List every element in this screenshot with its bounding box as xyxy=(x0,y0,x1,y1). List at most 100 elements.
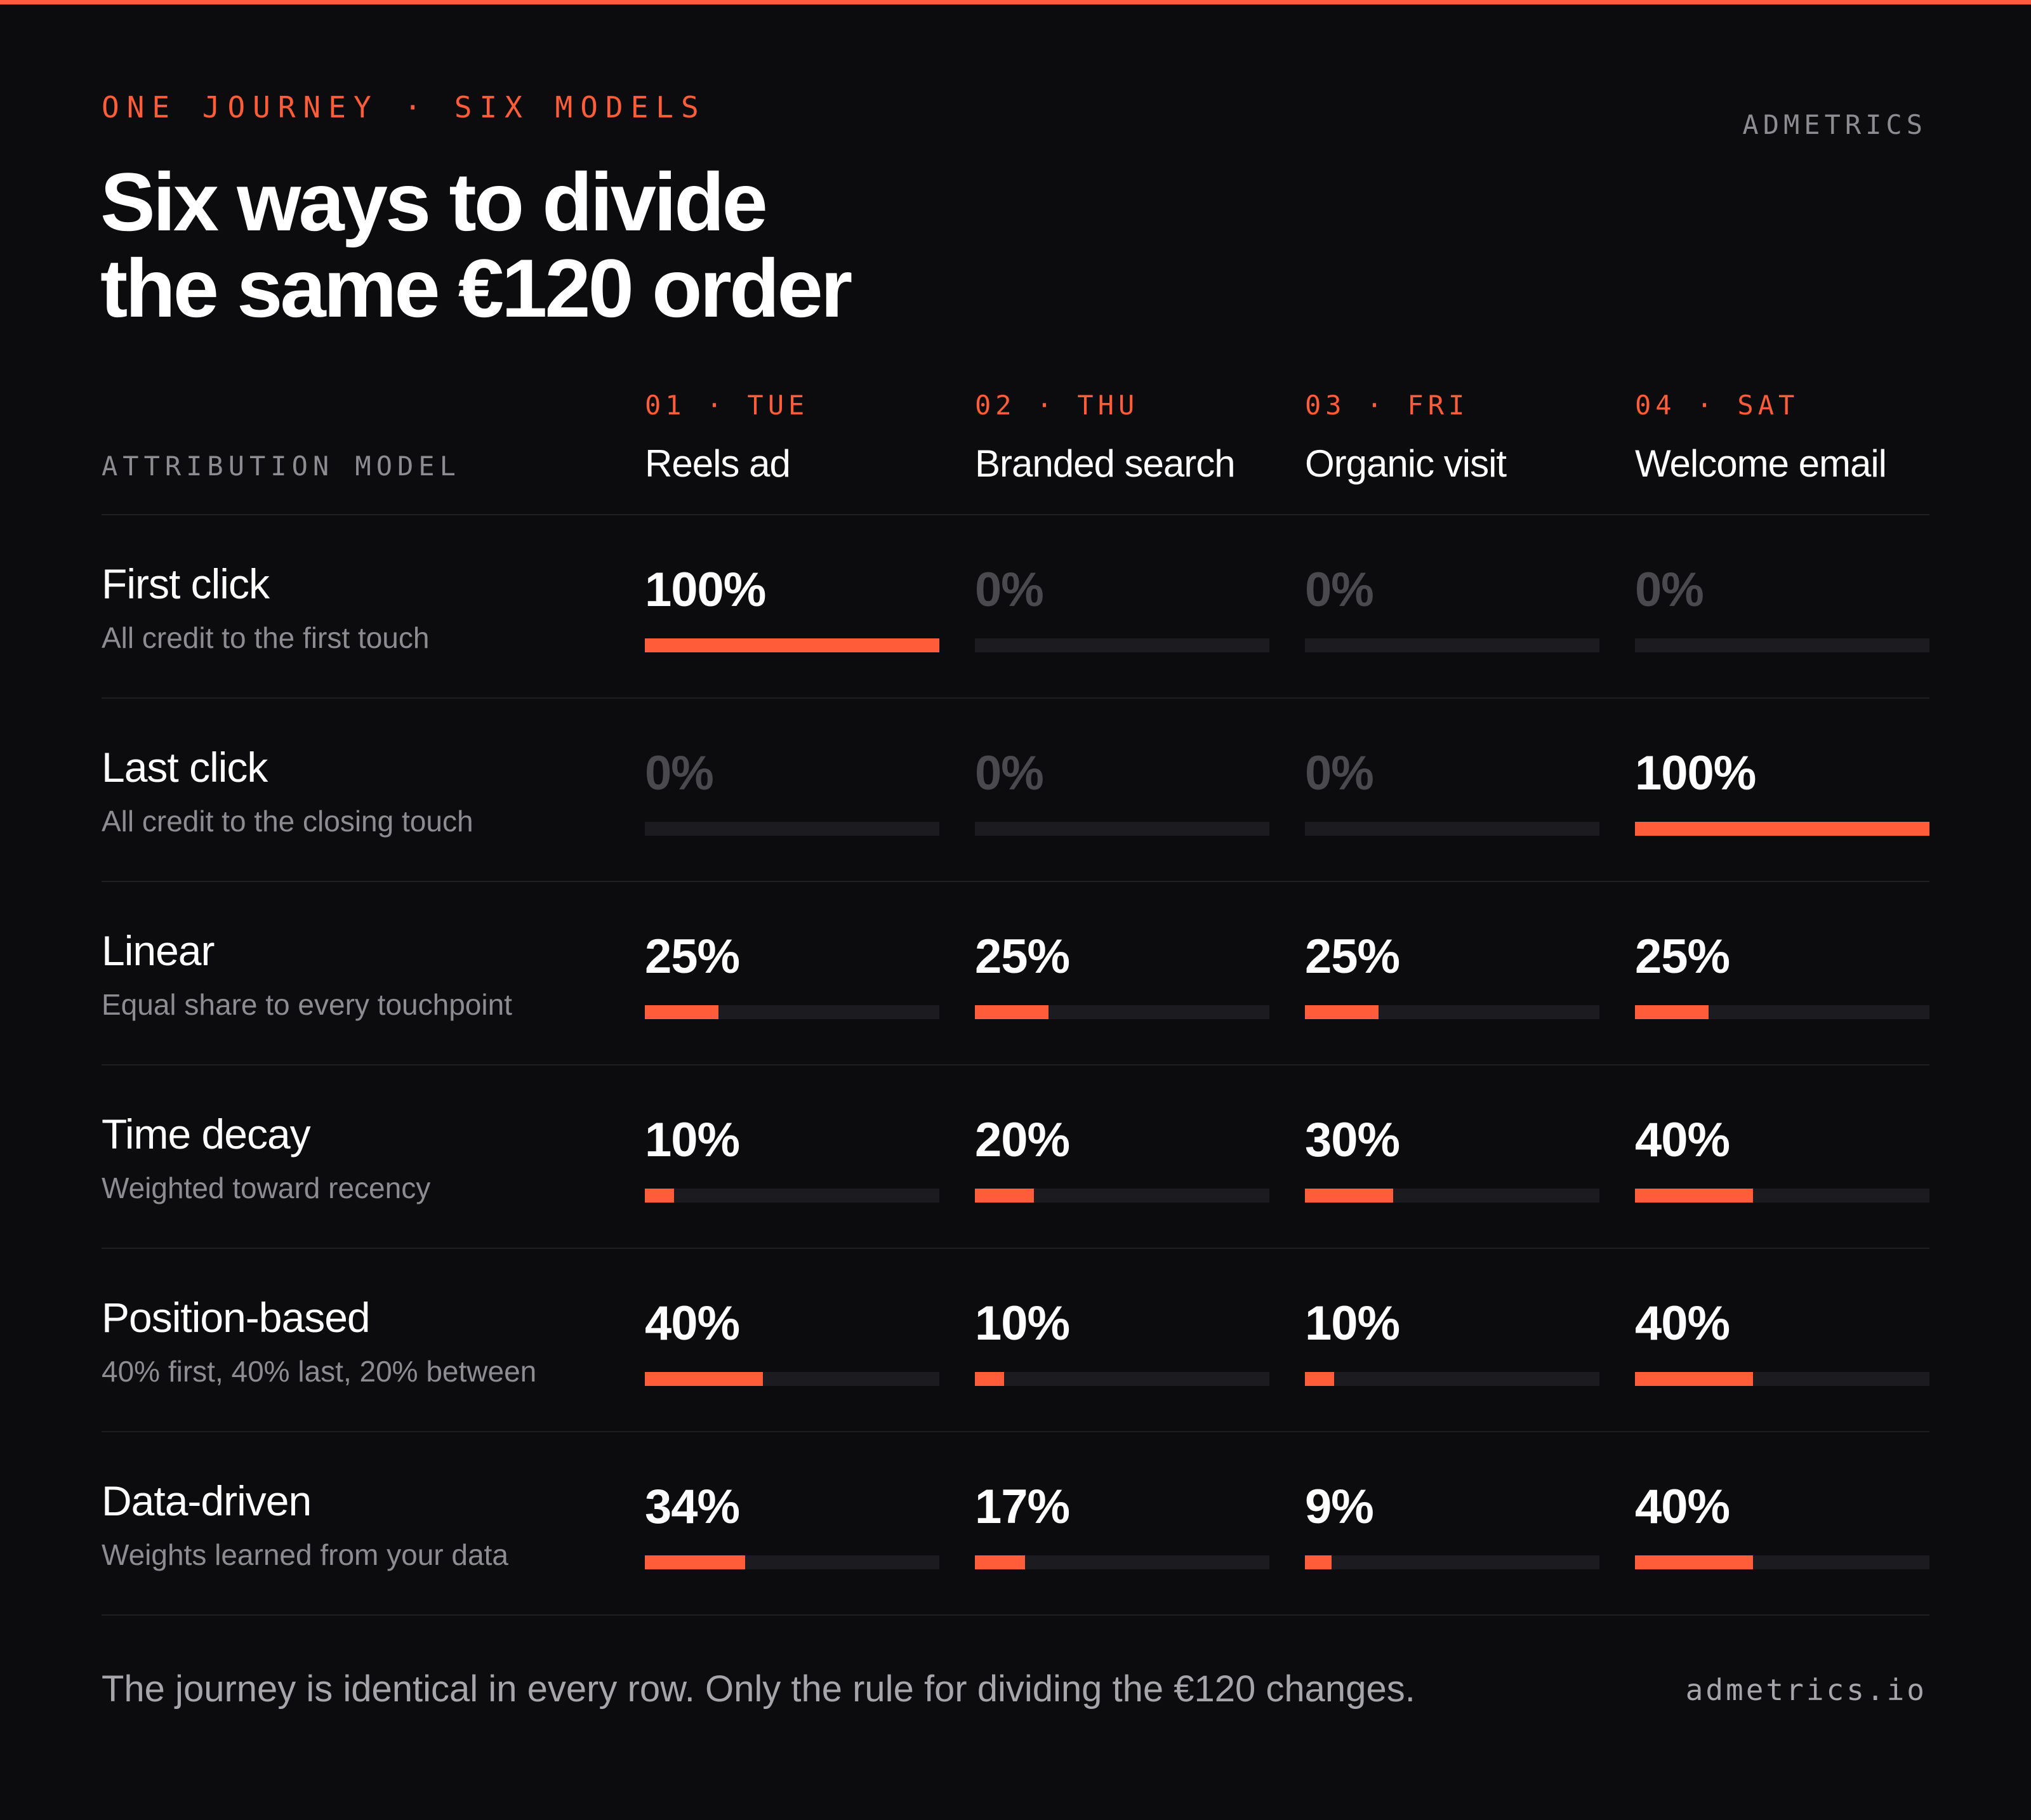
credit-percent: 40% xyxy=(645,1296,740,1350)
credit-bar-track xyxy=(1635,638,1929,652)
credit-bar-track xyxy=(975,1189,1269,1203)
credit-bar-track xyxy=(975,1005,1269,1019)
touchpoint-header: 01 · TUE Reels ad xyxy=(645,390,975,485)
model-name: Data-driven xyxy=(102,1477,312,1524)
credit-bar-track xyxy=(1305,638,1599,652)
row-divider xyxy=(102,1064,1929,1065)
credit-percent: 40% xyxy=(1635,1480,1730,1534)
credit-bar-track xyxy=(975,638,1269,652)
credit-bar-fill xyxy=(1635,1005,1709,1019)
credit-bar-track xyxy=(1635,1005,1929,1019)
eyebrow-label: ONE JOURNEY · SIX MODELS xyxy=(102,90,706,124)
credit-bar-fill xyxy=(1635,1189,1753,1203)
credit-percent: 0% xyxy=(975,746,1044,800)
credit-bar-fill xyxy=(975,1189,1034,1203)
header-divider xyxy=(102,514,1929,515)
credit-bar-track xyxy=(1305,1005,1599,1019)
credit-percent: 0% xyxy=(645,746,714,800)
model-description: 40% first, 40% last, 20% between xyxy=(102,1355,537,1388)
model-name: First click xyxy=(102,560,270,607)
credit-bar-track xyxy=(1635,822,1929,836)
credit-bar-fill xyxy=(1305,1555,1332,1569)
model-name: Linear xyxy=(102,927,215,974)
touchpoint-header: 02 · THU Branded search xyxy=(975,390,1305,485)
credit-bar-track xyxy=(975,1372,1269,1386)
credit-bar-fill xyxy=(1635,1372,1753,1386)
top-accent-line xyxy=(0,0,2031,4)
credit-percent: 10% xyxy=(645,1113,740,1167)
row-divider xyxy=(102,1248,1929,1249)
credit-bar-track xyxy=(645,1005,939,1019)
model-description: All credit to the closing touch xyxy=(102,805,473,838)
credit-bar-track xyxy=(975,822,1269,836)
attribution-model-header: ATTRIBUTION MODEL xyxy=(102,451,461,482)
credit-percent: 0% xyxy=(975,563,1044,617)
credit-percent: 25% xyxy=(975,930,1070,984)
credit-bar-track xyxy=(1305,1372,1599,1386)
credit-bar-fill xyxy=(1635,822,1929,836)
brand-wordmark: ADMETRICS xyxy=(1742,109,1927,140)
model-description: Equal share to every touchpoint xyxy=(102,988,512,1021)
credit-bar-track xyxy=(1305,822,1599,836)
touchpoint-name: Organic visit xyxy=(1305,442,1507,485)
touchpoint-step-day: 04 · SAT xyxy=(1635,390,1799,421)
credit-bar-track xyxy=(645,638,939,652)
credit-percent: 10% xyxy=(975,1296,1070,1350)
touchpoint-name: Branded search xyxy=(975,442,1236,485)
credit-percent: 0% xyxy=(1305,563,1374,617)
credit-percent: 0% xyxy=(1305,746,1374,800)
credit-bar-fill xyxy=(1305,1372,1334,1386)
credit-bar-fill xyxy=(975,1005,1049,1019)
touchpoint-header: 04 · SAT Welcome email xyxy=(1635,390,1965,485)
credit-bar-fill xyxy=(645,638,939,652)
credit-percent: 10% xyxy=(1305,1296,1400,1350)
credit-percent: 0% xyxy=(1635,563,1704,617)
credit-bar-fill xyxy=(1305,1189,1393,1203)
touchpoint-name: Welcome email xyxy=(1635,442,1887,485)
credit-bar-fill xyxy=(975,1555,1025,1569)
page-title: Six ways to divide the same €120 order xyxy=(100,155,852,334)
credit-percent: 20% xyxy=(975,1113,1070,1167)
title-line-2: the same €120 order xyxy=(100,242,852,334)
credit-percent: 40% xyxy=(1635,1113,1730,1167)
touchpoint-step-day: 02 · THU xyxy=(975,390,1139,421)
credit-percent: 17% xyxy=(975,1480,1070,1534)
credit-percent: 100% xyxy=(645,563,766,617)
credit-bar-fill xyxy=(645,1372,763,1386)
credit-bar-fill xyxy=(645,1189,674,1203)
credit-bar-fill xyxy=(975,1372,1004,1386)
model-description: All credit to the first touch xyxy=(102,621,430,654)
credit-bar-track xyxy=(645,822,939,836)
row-divider xyxy=(102,697,1929,699)
credit-percent: 9% xyxy=(1305,1480,1374,1534)
touchpoint-step-day: 03 · FRI xyxy=(1305,390,1469,421)
credit-percent: 25% xyxy=(1305,930,1400,984)
credit-bar-track xyxy=(645,1189,939,1203)
model-name: Position-based xyxy=(102,1294,371,1341)
credit-bar-track xyxy=(1635,1555,1929,1569)
touchpoint-step-day: 01 · TUE xyxy=(645,390,809,421)
credit-bar-track xyxy=(1635,1189,1929,1203)
credit-percent: 100% xyxy=(1635,746,1756,800)
touchpoint-header: 03 · FRI Organic visit xyxy=(1305,390,1635,485)
row-divider xyxy=(102,1614,1929,1616)
model-name: Time decay xyxy=(102,1111,311,1157)
credit-bar-fill xyxy=(645,1005,718,1019)
credit-bar-fill xyxy=(1305,1005,1379,1019)
model-description: Weighted toward recency xyxy=(102,1171,431,1204)
model-name: Last click xyxy=(102,744,268,791)
title-line-1: Six ways to divide xyxy=(100,155,768,248)
credit-percent: 40% xyxy=(1635,1296,1730,1350)
credit-bar-fill xyxy=(1635,1555,1753,1569)
credit-bar-track xyxy=(1635,1372,1929,1386)
touchpoint-name: Reels ad xyxy=(645,442,791,485)
footer-url: admetrics.io xyxy=(1685,1673,1927,1707)
credit-percent: 30% xyxy=(1305,1113,1400,1167)
row-divider xyxy=(102,881,1929,882)
credit-bar-track xyxy=(975,1555,1269,1569)
credit-percent: 34% xyxy=(645,1480,740,1534)
footnote: The journey is identical in every row. O… xyxy=(102,1668,1415,1710)
credit-bar-track xyxy=(1305,1189,1599,1203)
row-divider xyxy=(102,1431,1929,1432)
credit-bar-track xyxy=(1305,1555,1599,1569)
